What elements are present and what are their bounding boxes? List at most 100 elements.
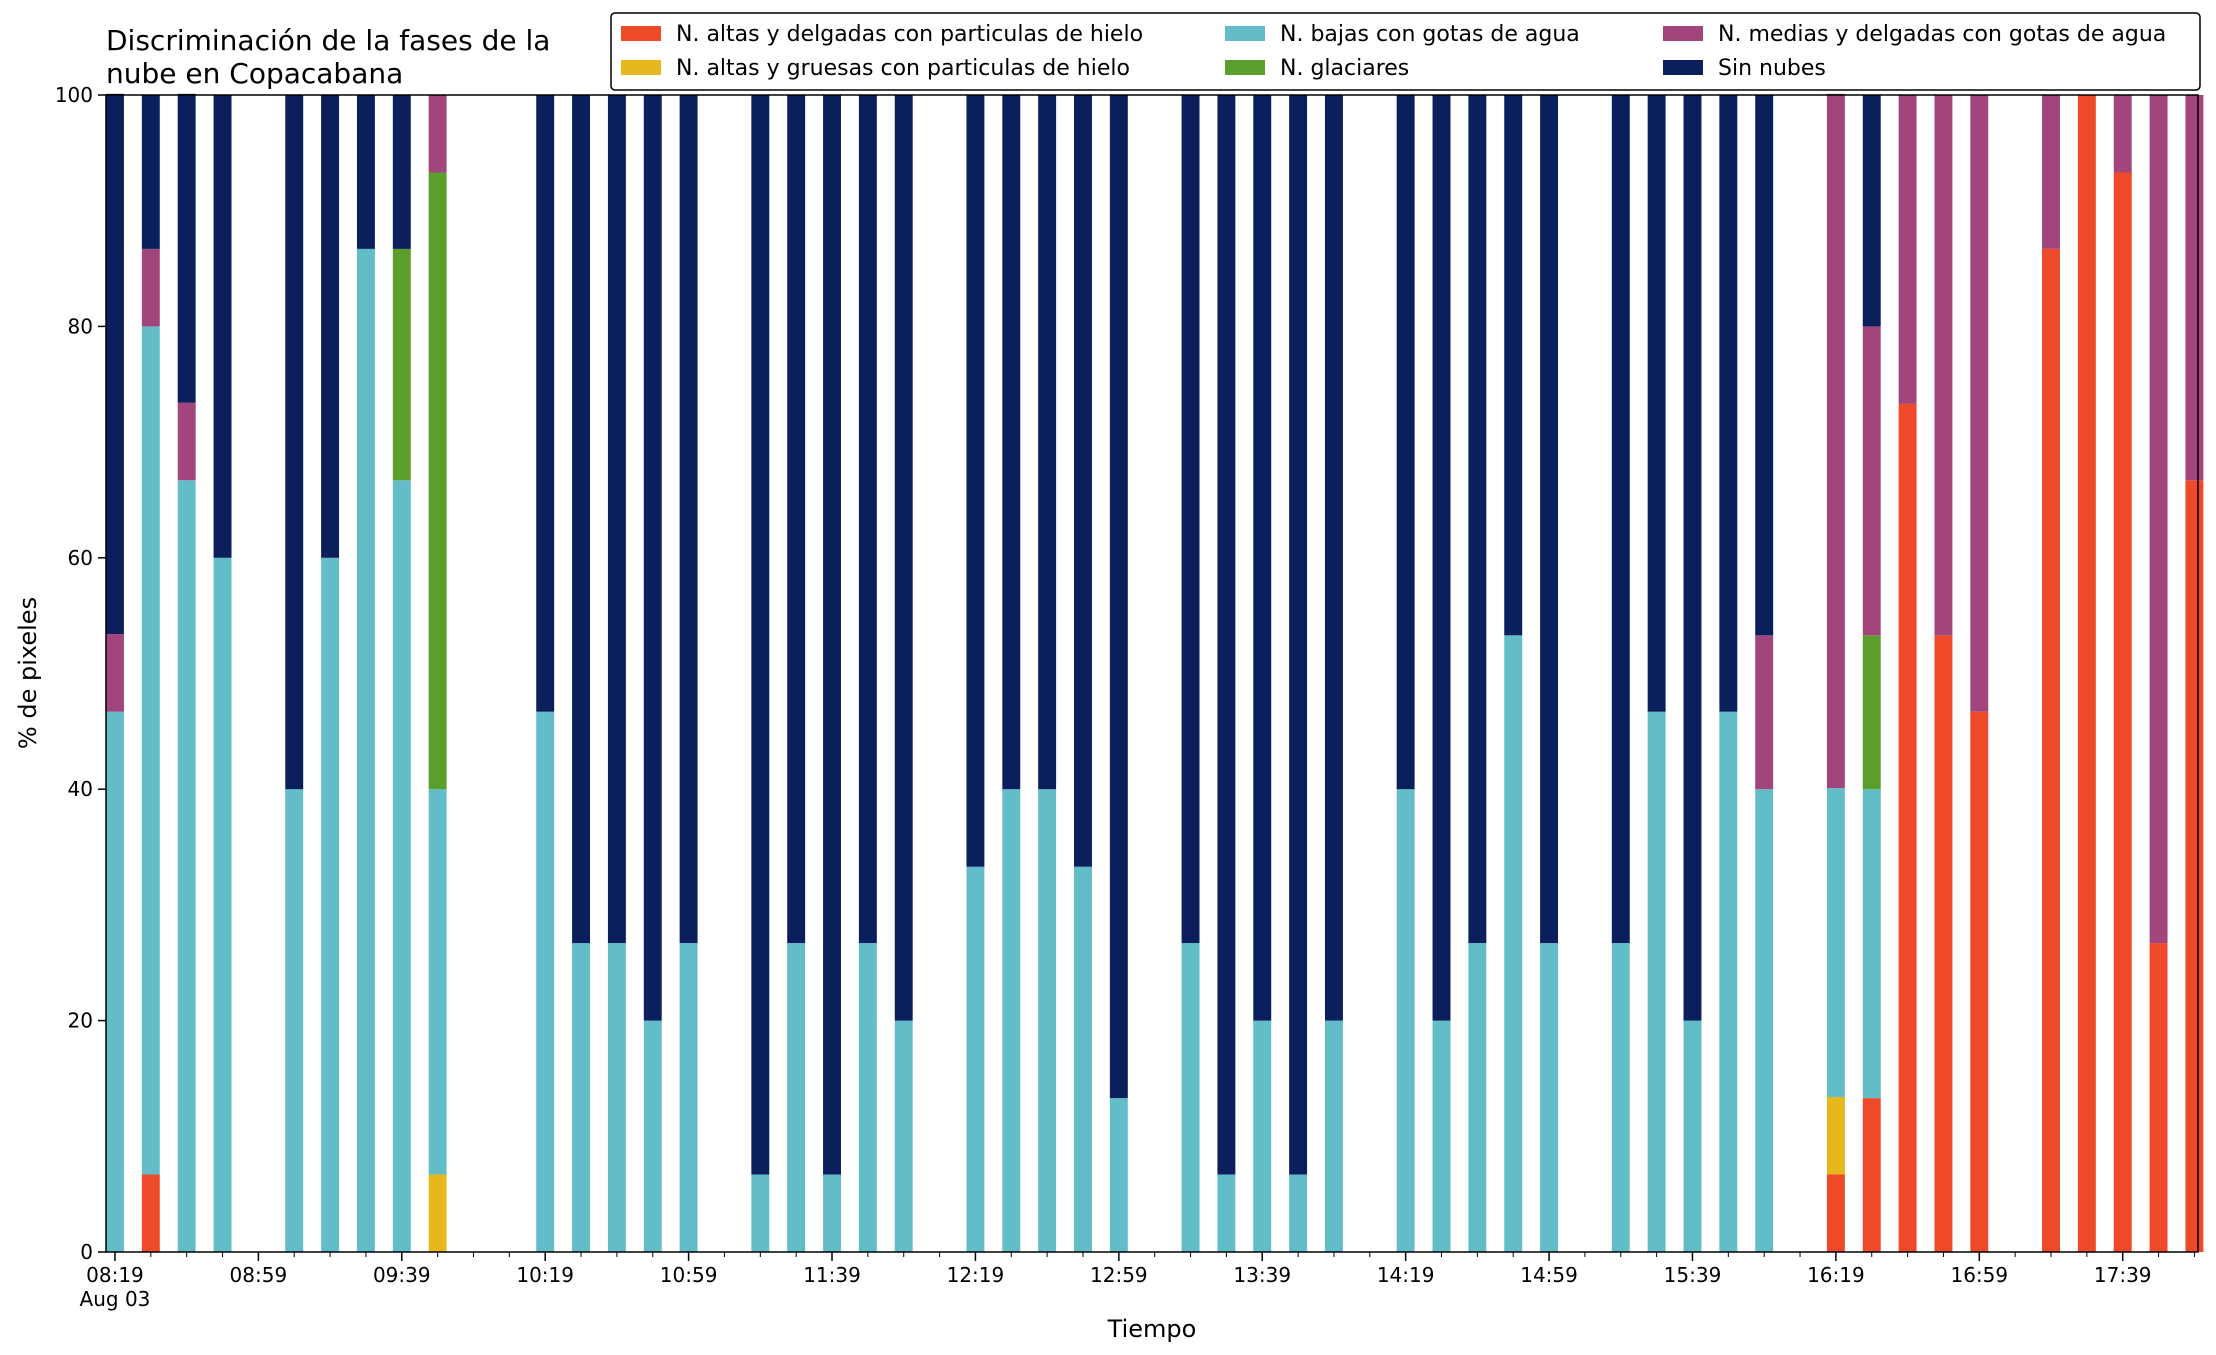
bar-segment-s4-1649 (1934, 95, 1953, 636)
y-tick-label: 40 (68, 777, 93, 801)
x-tick-label: 16:59 (1950, 1263, 2008, 1287)
bar-segment-s5-1629 (1862, 95, 1881, 327)
bar-segment-s5-1059 (679, 95, 698, 944)
bar-segment-s2-1339 (1253, 1020, 1272, 1252)
legend-label: N. glaciares (1280, 56, 1409, 81)
bar-segment-s5-1429 (1432, 95, 1451, 1021)
bar-segment-s2-0949 (428, 789, 447, 1175)
bar-segment-s4-0839 (177, 402, 196, 481)
bar-segment-s2-1319 (1181, 943, 1200, 1252)
bar-segment-s0-1629 (1862, 1098, 1881, 1252)
bar-segment-s2-0919 (321, 557, 340, 1252)
bar-segment-s2-1119 (751, 1174, 770, 1252)
bar-segment-s5-1119 (751, 95, 770, 1175)
x-date-label: Aug 03 (80, 1287, 151, 1311)
bar-segment-s2-0839 (177, 480, 196, 1252)
bar-segment-s2-1529 (1647, 711, 1666, 1252)
x-tick-label: 15:39 (1664, 1263, 1722, 1287)
bar-segment-s0-1739 (2113, 172, 2132, 1252)
bar-segment-s4-0819 (106, 634, 124, 712)
bar-segment-s5-1229 (1002, 95, 1021, 790)
bar-segment-s4-1759 (2185, 95, 2204, 481)
bar-segment-s5-0909 (285, 95, 304, 790)
bar-segment-s5-1149 (858, 95, 877, 944)
legend-label: N. altas y gruesas con particulas de hie… (676, 56, 1130, 81)
x-tick-label: 16:19 (1807, 1263, 1865, 1287)
bar-segment-s4-1629 (1862, 326, 1881, 636)
bar-segment-s5-1559 (1755, 95, 1774, 636)
bar-segment-s2-1539 (1683, 1020, 1702, 1252)
bar-segment-s5-1029 (572, 95, 591, 944)
bar-segment-s0-1639 (1898, 403, 1917, 1252)
x-tick-label: 09:39 (373, 1263, 431, 1287)
bar-segment-s2-1219 (966, 866, 985, 1252)
bar-segment-s2-1139 (823, 1174, 841, 1252)
x-tick-label: 17:39 (2094, 1263, 2152, 1287)
bar-segment-s0-1619 (1826, 1174, 1845, 1252)
bar-segment-s5-1459 (1540, 95, 1559, 944)
bar-segment-s1-1619 (1826, 1096, 1845, 1175)
bar-segment-s2-1129 (787, 943, 806, 1252)
x-tick-label: 08:59 (230, 1263, 288, 1287)
legend-label: N. altas y delgadas con particulas de hi… (676, 22, 1143, 47)
x-tick-label: 12:19 (947, 1263, 1005, 1287)
y-tick-label: 0 (80, 1240, 93, 1264)
bar-segment-s2-1329 (1217, 1174, 1236, 1252)
bar-segment-s4-1739 (2113, 95, 2132, 173)
bar-segment-s0-0829 (141, 1174, 160, 1252)
bar-segment-s5-0919 (321, 95, 340, 558)
bar-segment-s2-1029 (572, 943, 591, 1252)
legend: N. altas y delgadas con particulas de hi… (610, 12, 2201, 91)
bar-segment-s5-1539 (1683, 95, 1702, 1021)
legend-box (610, 12, 2201, 91)
bar-segment-s5-1249 (1074, 95, 1092, 867)
bar-segment-s2-1429 (1432, 1020, 1451, 1252)
bar-segment-s5-1159 (894, 95, 913, 1021)
y-tick-label: 60 (68, 546, 93, 570)
bar-segment-s2-1229 (1002, 789, 1021, 1252)
bar-segment-s5-0929 (356, 95, 375, 249)
bar-segment-s5-1039 (607, 95, 626, 944)
bar-segment-s5-0849 (213, 95, 232, 558)
x-tick-label: 14:59 (1520, 1263, 1578, 1287)
bar-segment-s1-0949 (428, 1174, 447, 1252)
plot-area-frame (105, 94, 2199, 1253)
legend-swatch (621, 26, 661, 41)
bar-segment-s2-1359 (1324, 1020, 1343, 1252)
bar-segment-s4-0949 (428, 95, 447, 173)
bar-segment-s4-1749 (2149, 95, 2168, 944)
bar-segment-s2-1059 (679, 943, 698, 1252)
bar-segment-s2-1619 (1826, 788, 1845, 1097)
bar-segment-s2-0829 (141, 326, 160, 1175)
bar-segment-s2-1249 (1074, 866, 1092, 1252)
bar-segment-s4-1639 (1898, 95, 1917, 404)
x-tick-label: 12:59 (1090, 1263, 1148, 1287)
bar-segment-s4-1659 (1970, 95, 1989, 712)
bar-segment-s4-1619 (1826, 93, 1845, 789)
chart-title: Discriminación de la fases de la nube en… (106, 24, 550, 90)
x-tick-label: 13:39 (1233, 1263, 1291, 1287)
x-tick-label: 10:19 (516, 1263, 574, 1287)
bar-segment-s2-1549 (1719, 711, 1738, 1252)
y-tick-label: 100 (55, 83, 93, 107)
bar-segment-s2-1559 (1755, 789, 1774, 1252)
bar-segment-s5-1449 (1504, 95, 1523, 636)
chart-title-line-2: nube en Copacabana (106, 57, 403, 90)
bar-segment-s2-1049 (643, 1020, 662, 1252)
bar-segment-s4-1559 (1755, 635, 1774, 790)
x-tick-label: 11:39 (803, 1263, 861, 1287)
legend-label: Sin nubes (1718, 56, 1826, 81)
bar-segment-s2-1159 (894, 1020, 913, 1252)
bar-segment-s5-0839 (177, 93, 196, 403)
x-tick-label: 10:59 (660, 1263, 718, 1287)
y-tick-label: 80 (68, 314, 93, 338)
y-tick-label: 20 (68, 1009, 93, 1033)
bar-segment-s2-1419 (1396, 789, 1415, 1252)
chart-title-line-1: Discriminación de la fases de la (106, 24, 550, 57)
bar-segment-s2-1629 (1862, 789, 1881, 1099)
legend-swatch (621, 60, 661, 75)
bar-segment-s2-0849 (213, 557, 232, 1252)
bar-segment-s3-0939 (392, 248, 411, 481)
